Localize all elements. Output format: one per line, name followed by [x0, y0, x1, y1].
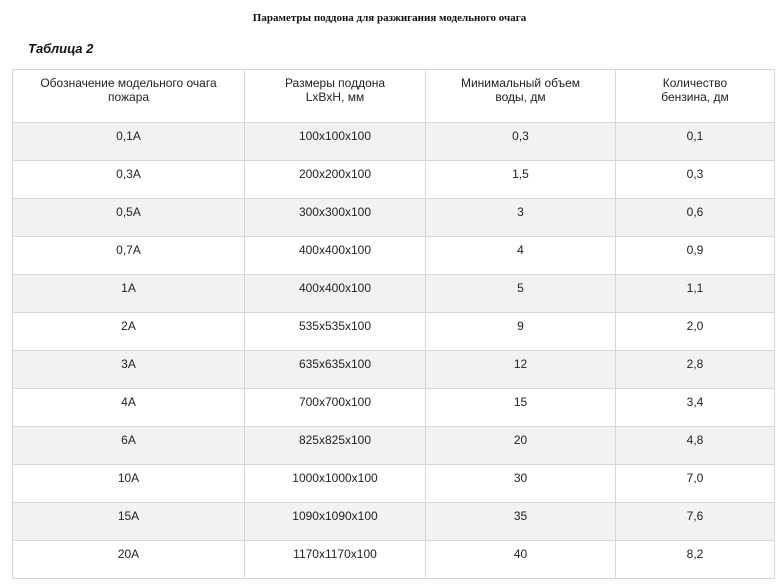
table-row: 3A 635x635x100 12 2,8	[12, 350, 775, 389]
header-line: Количество	[662, 76, 728, 90]
cell-gasoline-amount: 4,8	[615, 426, 775, 465]
cell-min-water-volume: 40	[425, 540, 616, 579]
pallet-parameters-table: Обозначение модельного очага пожара Разм…	[12, 69, 775, 579]
cell-gasoline-amount: 2,8	[615, 350, 775, 389]
table-header-row: Обозначение модельного очага пожара Разм…	[12, 69, 775, 123]
table-row: 20A 1170x1170x100 40 8,2	[12, 540, 775, 579]
table-row: 4A 700x700x100 15 3,4	[12, 388, 775, 427]
table-row: 15A 1090x1090x100 35 7,6	[12, 502, 775, 541]
cell-fire-designation: 4A	[12, 388, 245, 427]
table-row: 1A 400x400x100 5 1,1	[12, 274, 775, 313]
cell-min-water-volume: 35	[425, 502, 616, 541]
cell-gasoline-amount: 3,4	[615, 388, 775, 427]
cell-fire-designation: 3A	[12, 350, 245, 389]
cell-min-water-volume: 15	[425, 388, 616, 427]
header-line: пожара	[107, 90, 150, 104]
cell-gasoline-amount: 7,6	[615, 502, 775, 541]
cell-fire-designation: 2A	[12, 312, 245, 351]
cell-min-water-volume: 12	[425, 350, 616, 389]
cell-min-water-volume: 4	[425, 236, 616, 275]
header-line: бензина, дм	[661, 90, 729, 104]
cell-fire-designation: 6A	[12, 426, 245, 465]
table-row: 0,7A 400x400x100 4 0,9	[12, 236, 775, 275]
header-min-water-volume: Минимальный объем воды, дм	[425, 69, 616, 123]
table-body: 0,1A 100x100x100 0,3 0,1 0,3A 200x200x100 1,5 0…	[12, 122, 775, 579]
cell-pallet-size: 700x700x100	[244, 388, 426, 427]
cell-min-water-volume: 5	[425, 274, 616, 313]
cell-fire-designation: 15A	[12, 502, 245, 541]
cell-fire-designation: 0,5A	[12, 198, 245, 237]
table-row: 0,5A 300x300x100 3 0,6	[12, 198, 775, 237]
cell-pallet-size: 200x200x100	[244, 160, 426, 199]
cell-gasoline-amount: 7,0	[615, 464, 775, 503]
cell-pallet-size: 635x635x100	[244, 350, 426, 389]
cell-gasoline-amount: 0,3	[615, 160, 775, 199]
cell-pallet-size: 825x825x100	[244, 426, 426, 465]
document-title: Параметры поддона для разжигания модельн…	[252, 12, 527, 24]
cell-min-water-volume: 3	[425, 198, 616, 237]
table-row: 10A 1000x1000x100 30 7,0	[12, 464, 775, 503]
cell-fire-designation: 1A	[12, 274, 245, 313]
cell-fire-designation: 0,3A	[12, 160, 245, 199]
cell-gasoline-amount: 1,1	[615, 274, 775, 313]
header-fire-designation: Обозначение модельного очага пожара	[12, 69, 245, 123]
cell-fire-designation: 10A	[12, 464, 245, 503]
table-row: 0,1A 100x100x100 0,3 0,1	[12, 122, 775, 161]
header-line: Минимальный объем	[460, 76, 581, 90]
table-row: 6A 825x825x100 20 4,8	[12, 426, 775, 465]
cell-fire-designation: 0,1A	[12, 122, 245, 161]
table-caption: Таблица 2	[28, 41, 94, 56]
cell-pallet-size: 400x400x100	[244, 274, 426, 313]
cell-min-water-volume: 30	[425, 464, 616, 503]
cell-min-water-volume: 1,5	[425, 160, 616, 199]
cell-gasoline-amount: 2,0	[615, 312, 775, 351]
header-line: LxBxH, мм	[305, 90, 365, 104]
table-row: 0,3A 200x200x100 1,5 0,3	[12, 160, 775, 199]
cell-gasoline-amount: 0,6	[615, 198, 775, 237]
cell-pallet-size: 1090x1090x100	[244, 502, 426, 541]
cell-pallet-size: 400x400x100	[244, 236, 426, 275]
cell-gasoline-amount: 8,2	[615, 540, 775, 579]
cell-pallet-size: 1170x1170x100	[244, 540, 426, 579]
cell-pallet-size: 300x300x100	[244, 198, 426, 237]
cell-pallet-size: 100x100x100	[244, 122, 426, 161]
cell-fire-designation: 20A	[12, 540, 245, 579]
table-header: Обозначение модельного очага пожара Разм…	[12, 69, 775, 123]
cell-pallet-size: 1000x1000x100	[244, 464, 426, 503]
cell-fire-designation: 0,7A	[12, 236, 245, 275]
cell-min-water-volume: 20	[425, 426, 616, 465]
header-gasoline-amount: Количество бензина, дм	[615, 69, 775, 123]
table-row: 2A 535x535x100 9 2,0	[12, 312, 775, 351]
header-pallet-size: Размеры поддона LxBxH, мм	[244, 69, 426, 123]
cell-gasoline-amount: 0,1	[615, 122, 775, 161]
cell-pallet-size: 535x535x100	[244, 312, 426, 351]
header-line: Обозначение модельного очага	[40, 76, 217, 90]
header-line: воды, дм	[495, 90, 546, 104]
header-line: Размеры поддона	[284, 76, 386, 90]
cell-gasoline-amount: 0,9	[615, 236, 775, 275]
cell-min-water-volume: 0,3	[425, 122, 616, 161]
cell-min-water-volume: 9	[425, 312, 616, 351]
